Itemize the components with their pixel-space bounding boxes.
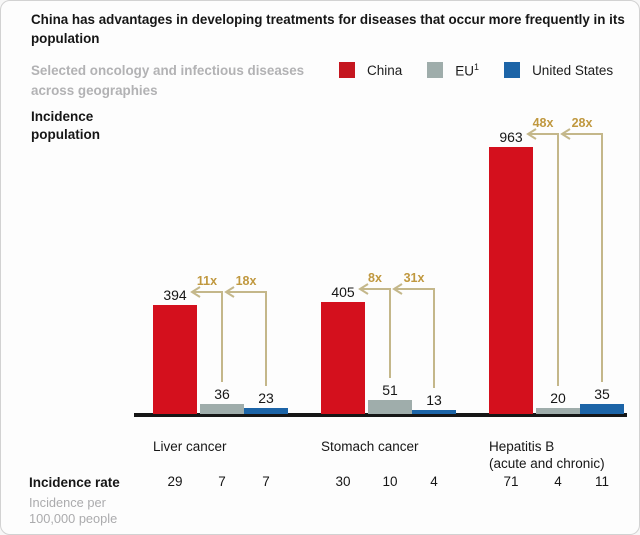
multiplier-label-us-hepatitis-b-acute-and-chronic: 28x [571,116,593,130]
incidence-rate-china-liver-cancer: 29 [167,474,183,489]
chart-subtitle-line2: across geographies [31,83,158,98]
value-label-eu-stomach-cancer: 51 [382,382,398,398]
bar-china-liver-cancer [153,305,197,414]
y-axis-label-line1: Incidence [31,109,94,124]
value-label-eu-liver-cancer: 36 [214,386,230,402]
value-label-china-stomach-cancer: 405 [331,284,355,300]
incidence-rate-china-stomach-cancer: 30 [335,474,351,489]
bar-united-states-hepatitis-b-acute-and-chronic [580,404,624,414]
multiplier-label-eu-hepatitis-b-acute-and-chronic: 48x [532,116,554,130]
incidence-rate-eu-liver-cancer: 7 [218,474,226,489]
multiplier-label-eu-liver-cancer: 11x [196,274,218,288]
chart-legend: China EU1 United States [339,62,613,79]
bar-eu-liver-cancer [200,404,244,414]
legend-item-eu: EU1 [427,62,479,79]
bar-china-hepatitis-b-acute-and-chronic [489,147,533,414]
incidence-rate-united-states-stomach-cancer: 4 [430,474,438,489]
us-color-swatch [504,62,521,79]
incidence-rate-sublabel-line2: 100,000 people [29,511,118,526]
chart-subtitle-line1: Selected oncology and infectious disease… [31,63,305,78]
category-label-hepatitis-b-acute-and-chronic: Hepatitis B (acute and chronic) [489,439,605,471]
incidence-rate-sublabel: Incidence per 100,000 people [29,495,117,527]
y-axis-label: Incidence population [31,108,100,144]
eu-footnote-superscript: 1 [474,62,480,72]
legend-item-united-states: United States [504,62,614,79]
bar-eu-hepatitis-b-acute-and-chronic [536,408,580,414]
multiplier-label-us-stomach-cancer: 31x [403,271,425,285]
value-label-china-liver-cancer: 394 [163,287,187,303]
multiplier-label-us-liver-cancer: 18x [235,274,257,288]
y-axis-label-line2: population [31,127,100,142]
incidence-rate-eu-hepatitis-b-acute-and-chronic: 4 [554,474,562,489]
legend-item-china: China [339,62,403,79]
bar-eu-stomach-cancer [368,400,412,414]
bar-united-states-liver-cancer [244,408,288,414]
chart-subtitle: Selected oncology and infectious disease… [31,61,331,101]
china-color-swatch [339,62,355,79]
incidence-rate-eu-stomach-cancer: 10 [382,474,398,489]
incidence-rate-label: Incidence rate [29,475,120,490]
value-label-united-states-stomach-cancer: 13 [426,392,442,408]
value-label-eu-hepatitis-b-acute-and-chronic: 20 [550,390,566,406]
incidence-rate-united-states-liver-cancer: 7 [262,474,270,489]
incidence-rate-united-states-hepatitis-b-acute-and-chronic: 11 [594,474,609,489]
page-title: China has advantages in developing treat… [31,12,625,46]
legend-label-eu: EU1 [455,62,480,79]
legend-label-china: China [367,62,403,78]
value-label-china-hepatitis-b-acute-and-chronic: 963 [499,129,523,145]
incidence-rate-china-hepatitis-b-acute-and-chronic: 71 [503,474,519,489]
incidence-rate-sublabel-line1: Incidence per [29,495,106,510]
bar-united-states-stomach-cancer [412,410,456,414]
bar-china-stomach-cancer [321,302,365,414]
legend-label-united-states: United States [532,62,614,78]
x-axis-line [134,413,627,417]
value-label-united-states-liver-cancer: 23 [258,390,274,406]
eu-color-swatch [427,62,444,79]
multiplier-label-eu-stomach-cancer: 8x [368,271,382,285]
category-label-liver-cancer: Liver cancer [153,439,227,454]
value-label-united-states-hepatitis-b-acute-and-chronic: 35 [594,386,610,402]
category-label-stomach-cancer: Stomach cancer [321,439,419,454]
